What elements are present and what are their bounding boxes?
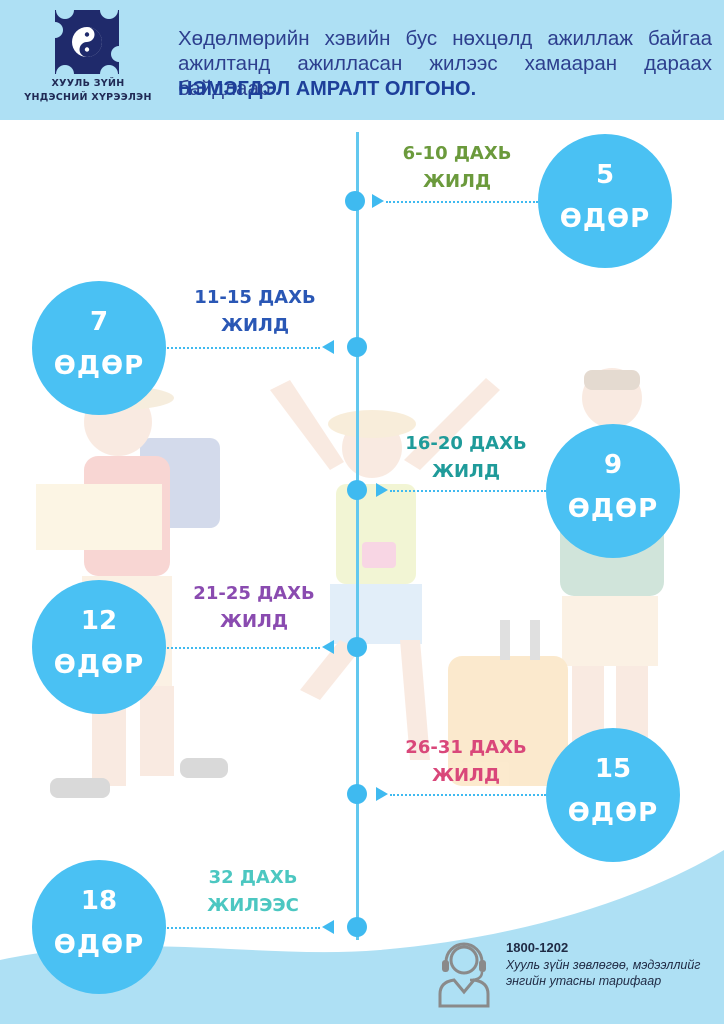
days-badge: 15 ӨДӨР — [546, 728, 680, 862]
days-unit: ӨДӨР — [567, 798, 659, 828]
days-badge: 12 ӨДӨР — [32, 580, 166, 714]
arrow-right-icon — [376, 483, 388, 497]
item-suffix: ЖИЛД — [431, 765, 501, 786]
connector — [386, 201, 538, 203]
header-banner — [0, 0, 724, 120]
item-years: 16-20 ДАХЬ — [405, 433, 527, 454]
arrow-left-icon — [322, 640, 334, 654]
item-suffix: ЖИЛЭЭС — [207, 895, 299, 916]
item-label: 11-15 ДАХЬ ЖИЛД — [180, 284, 330, 340]
item-label: 21-25 ДАХЬ ЖИЛД — [184, 580, 324, 636]
timeline-dot — [347, 637, 367, 657]
days-badge: 18 ӨДӨР — [32, 860, 166, 994]
connector — [164, 647, 320, 649]
timeline-dot — [347, 337, 367, 357]
item-suffix: ЖИЛД — [431, 461, 501, 482]
item-years: 26-31 ДАХЬ — [405, 737, 527, 758]
item-label: 6-10 ДАХЬ ЖИЛД — [392, 140, 522, 196]
connector — [390, 490, 546, 492]
logo: ХУУЛЬ ЗҮЙН ҮНДЭСНИЙ ХҮРЭЭЛЭН — [18, 8, 158, 112]
days-unit: ӨДӨР — [559, 204, 651, 234]
timeline-dot — [345, 191, 365, 211]
connector — [164, 927, 320, 929]
headset-operator-icon — [438, 942, 490, 1008]
days-badge: 9 ӨДӨР — [546, 424, 680, 558]
arrow-right-icon — [372, 194, 384, 208]
days-badge: 5 ӨДӨР — [538, 134, 672, 268]
item-label: 32 ДАХЬ ЖИЛЭЭС — [188, 864, 318, 920]
days-unit: ӨДӨР — [53, 351, 145, 381]
days-number: 5 — [595, 160, 615, 190]
days-number: 15 — [594, 754, 632, 784]
intro-emphasis: НЭМЭГДЭЛ АМРАЛТ ОЛГОНО. — [178, 78, 477, 100]
item-years: 11-15 ДАХЬ — [194, 287, 316, 308]
timeline-dot — [347, 784, 367, 804]
item-suffix: ЖИЛД — [219, 611, 289, 632]
item-label: 16-20 ДАХЬ ЖИЛД — [398, 430, 534, 486]
days-number: 18 — [80, 886, 118, 916]
intro-text: Хөдөлмөрийн хэвийн бус нөхцөлд ажиллаж б… — [178, 27, 712, 100]
logo-text-line1: ХУУЛЬ ЗҮЙН — [51, 78, 125, 89]
item-years: 32 ДАХЬ — [208, 867, 298, 888]
days-unit: ӨДӨР — [53, 930, 145, 960]
item-years: 6-10 ДАХЬ — [402, 143, 512, 164]
contact-description: Хууль зүйн зөвлөгөө, мэдээллийг энгийн у… — [506, 958, 701, 988]
connector — [164, 347, 320, 349]
item-label: 26-31 ДАХЬ ЖИЛД — [398, 734, 534, 790]
item-years: 21-25 ДАХЬ — [193, 583, 315, 604]
days-number: 12 — [80, 606, 118, 636]
logo-text-line2: ҮНДЭСНИЙ ХҮРЭЭЛЭН — [24, 92, 152, 103]
arrow-left-icon — [322, 340, 334, 354]
timeline-line — [356, 132, 359, 940]
timeline-dot — [347, 480, 367, 500]
logo-yin-yang-icon — [55, 10, 119, 74]
connector — [390, 794, 546, 796]
timeline-dot — [347, 917, 367, 937]
arrow-left-icon — [322, 920, 334, 934]
arrow-right-icon — [376, 787, 388, 801]
item-suffix: ЖИЛД — [220, 315, 290, 336]
days-unit: ӨДӨР — [53, 650, 145, 680]
days-number: 9 — [603, 450, 623, 480]
days-badge: 7 ӨДӨР — [32, 281, 166, 415]
days-number: 7 — [89, 307, 109, 337]
item-suffix: ЖИЛД — [422, 171, 492, 192]
footer-wave — [0, 850, 724, 1024]
days-unit: ӨДӨР — [567, 494, 659, 524]
phone-number: 1800-1202 — [506, 940, 569, 955]
